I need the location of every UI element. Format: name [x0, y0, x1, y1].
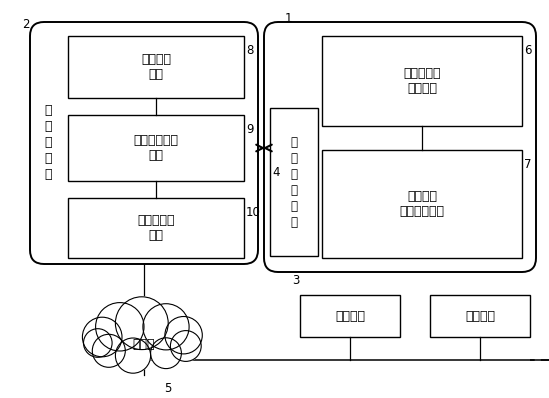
- Text: 5: 5: [164, 382, 171, 395]
- Circle shape: [165, 316, 202, 354]
- Bar: [430, 295, 530, 337]
- Bar: [68, 198, 244, 258]
- Text: 10: 10: [246, 206, 261, 219]
- Bar: [68, 115, 244, 181]
- Text: 因特网: 因特网: [133, 339, 155, 351]
- FancyBboxPatch shape: [264, 22, 536, 272]
- Circle shape: [82, 317, 122, 357]
- Circle shape: [170, 331, 201, 361]
- Text: 三自由度
丝杠滑台单元: 三自由度 丝杠滑台单元: [400, 190, 445, 218]
- Text: 超声波信号
处理单元: 超声波信号 处理单元: [404, 67, 441, 95]
- FancyBboxPatch shape: [30, 22, 258, 264]
- Text: 2: 2: [22, 18, 30, 31]
- Bar: [270, 108, 318, 256]
- Text: 6: 6: [524, 44, 531, 57]
- Bar: [68, 36, 244, 98]
- Text: 7: 7: [524, 158, 531, 171]
- Text: 4: 4: [272, 166, 279, 179]
- Text: 远程用户: 远程用户: [465, 310, 495, 322]
- Bar: [300, 295, 400, 337]
- Bar: [322, 36, 522, 126]
- Circle shape: [96, 302, 144, 351]
- Text: 9: 9: [246, 123, 254, 136]
- Circle shape: [115, 338, 150, 373]
- Circle shape: [92, 334, 125, 367]
- Bar: [322, 150, 522, 258]
- Text: 3: 3: [292, 274, 299, 287]
- Text: 成像方法管理
单元: 成像方法管理 单元: [133, 134, 178, 162]
- Circle shape: [115, 297, 168, 349]
- Text: 8: 8: [246, 44, 254, 57]
- Circle shape: [83, 329, 112, 357]
- Text: 网络服务
单元: 网络服务 单元: [141, 53, 171, 81]
- Text: 数
据
服
务
器: 数 据 服 务 器: [44, 105, 52, 181]
- Text: 声
波
采
集
装
置: 声 波 采 集 装 置: [290, 135, 298, 228]
- Text: 1: 1: [285, 12, 293, 25]
- Text: 数据库维护
单元: 数据库维护 单元: [137, 214, 175, 242]
- Circle shape: [150, 338, 181, 369]
- Text: 远程用户: 远程用户: [335, 310, 365, 322]
- Circle shape: [143, 304, 189, 350]
